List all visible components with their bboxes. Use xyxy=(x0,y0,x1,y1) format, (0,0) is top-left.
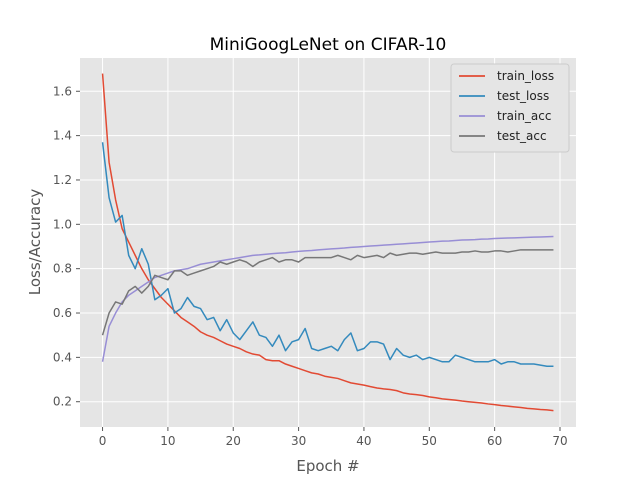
x-tick-label: 60 xyxy=(487,434,502,448)
y-tick-label: 0.2 xyxy=(53,395,72,409)
series-lines xyxy=(101,73,554,412)
series-line-train-loss xyxy=(101,73,554,412)
legend-box xyxy=(450,63,570,153)
x-tick-label: 20 xyxy=(226,434,241,448)
x-tick-label: 50 xyxy=(422,434,437,448)
series-line-test-loss xyxy=(101,142,554,367)
legend-label-test-acc: test_acc xyxy=(497,129,547,143)
legend-label-test-loss: test_loss xyxy=(497,89,549,103)
y-axis-label: Loss/Accuracy xyxy=(26,189,44,296)
x-tick-label: 0 xyxy=(99,434,107,448)
series-line-test-acc xyxy=(101,249,554,336)
y-tick-label: 1.6 xyxy=(53,84,72,98)
y-tick-label: 0.6 xyxy=(53,306,72,320)
x-tick-label: 10 xyxy=(160,434,175,448)
y-tick-label: 0.4 xyxy=(53,350,72,364)
y-tick-label: 0.8 xyxy=(53,262,72,276)
x-tick-label: 30 xyxy=(291,434,306,448)
y-tick-label: 1.4 xyxy=(53,129,72,143)
x-tick-label: 70 xyxy=(552,434,567,448)
x-axis-label: Epoch # xyxy=(296,457,359,475)
legend: train_loss test_loss train_acc test_acc xyxy=(450,63,570,153)
axis-ticks: 0 10 20 30 40 50 60 70 0.2 0.4 0.6 0.8 1.0 1.2 1.4 1.6 xyxy=(53,84,568,448)
legend-label-train-loss: train_loss xyxy=(497,69,554,83)
y-tick-label: 1.2 xyxy=(53,173,72,187)
legend-label-train-acc: train_acc xyxy=(497,109,551,123)
y-tick-label: 1.0 xyxy=(53,217,72,231)
x-tick-label: 40 xyxy=(356,434,371,448)
chart-title: MiniGoogLeNet on CIFAR-10 xyxy=(210,35,447,55)
